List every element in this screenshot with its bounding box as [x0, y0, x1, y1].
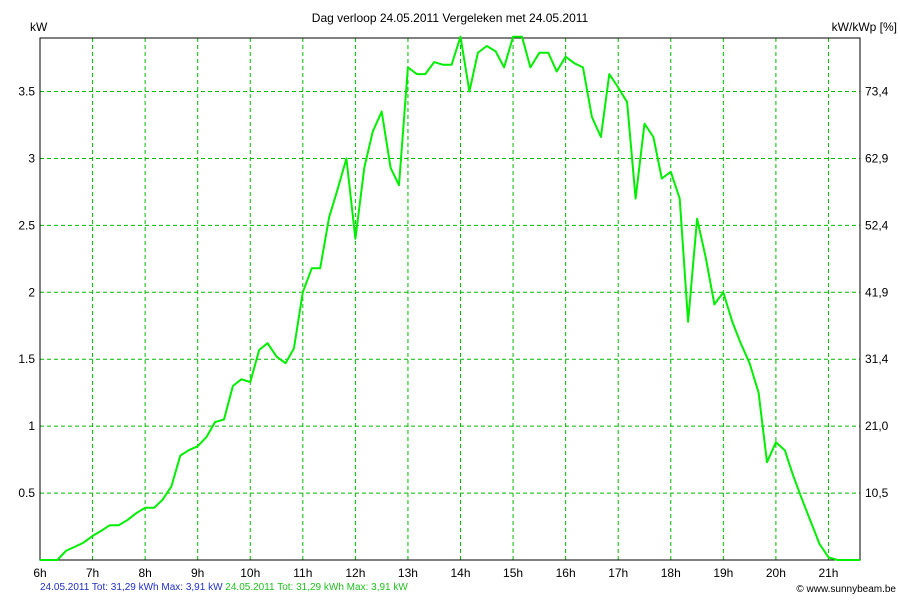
x-tick-label: 21h — [818, 566, 838, 580]
y-tick-label-right: 21,0 — [865, 419, 889, 433]
x-tick-label: 15h — [503, 566, 523, 580]
y-tick-label-left: 2 — [28, 285, 35, 299]
x-tick-label: 20h — [766, 566, 786, 580]
x-tick-label: 10h — [240, 566, 260, 580]
chart-title: Dag verloop 24.05.2011 Vergeleken met 24… — [312, 11, 589, 25]
y-tick-label-right: 52,4 — [865, 218, 889, 232]
x-tick-label: 19h — [713, 566, 733, 580]
y-tick-label-left: 3.5 — [18, 85, 35, 99]
y-axis-label-right: kW/kWp [%] — [832, 20, 897, 34]
x-tick-label: 7h — [86, 566, 99, 580]
y-tick-label-right: 73,4 — [865, 85, 889, 99]
grid-lines — [40, 38, 860, 560]
y-tick-label-left: 1.5 — [18, 352, 35, 366]
x-tick-label: 18h — [661, 566, 681, 580]
x-tick-label: 9h — [191, 566, 204, 580]
x-tick-label: 16h — [556, 566, 576, 580]
series1-summary: 24.05.2011 Tot: 31,29 kWh Max: 3,91 kW — [40, 582, 223, 593]
x-tick-label: 17h — [608, 566, 628, 580]
y-tick-label-right: 41,9 — [865, 285, 889, 299]
y-tick-label-left: 3 — [28, 151, 35, 165]
x-tick-label: 6h — [33, 566, 46, 580]
y-tick-label-right: 10,5 — [865, 486, 889, 500]
footer-summary: 24.05.2011 Tot: 31,29 kWh Max: 3,91 kW 2… — [40, 582, 408, 593]
y-tick-label-left: 0.5 — [18, 486, 35, 500]
y-tick-label-left: 2.5 — [18, 218, 35, 232]
plot-frame — [39, 37, 861, 561]
y-tick-label-right: 31,4 — [865, 352, 889, 366]
x-tick-label: 8h — [138, 566, 151, 580]
y-tick-label-left: 1 — [28, 419, 35, 433]
x-tick-label: 13h — [398, 566, 418, 580]
axis-ticks: 6h 7h 8h 9h 10h 11h 12h 13h 14h 15h 16h 17h 18h 19h 20… — [18, 85, 888, 580]
series2-summary: 24.05.2011 Tot: 31,29 kWh Max: 3,91 kW — [225, 582, 408, 593]
x-tick-label: 12h — [345, 566, 365, 580]
x-tick-label: 14h — [450, 566, 470, 580]
y-tick-label-right: 62,9 — [865, 151, 889, 165]
series-line — [40, 35, 860, 561]
y-axis-label-left: kW — [30, 20, 48, 34]
x-tick-label: 11h — [293, 566, 312, 580]
credit-text: © www.sunnybeam.be — [796, 584, 896, 595]
